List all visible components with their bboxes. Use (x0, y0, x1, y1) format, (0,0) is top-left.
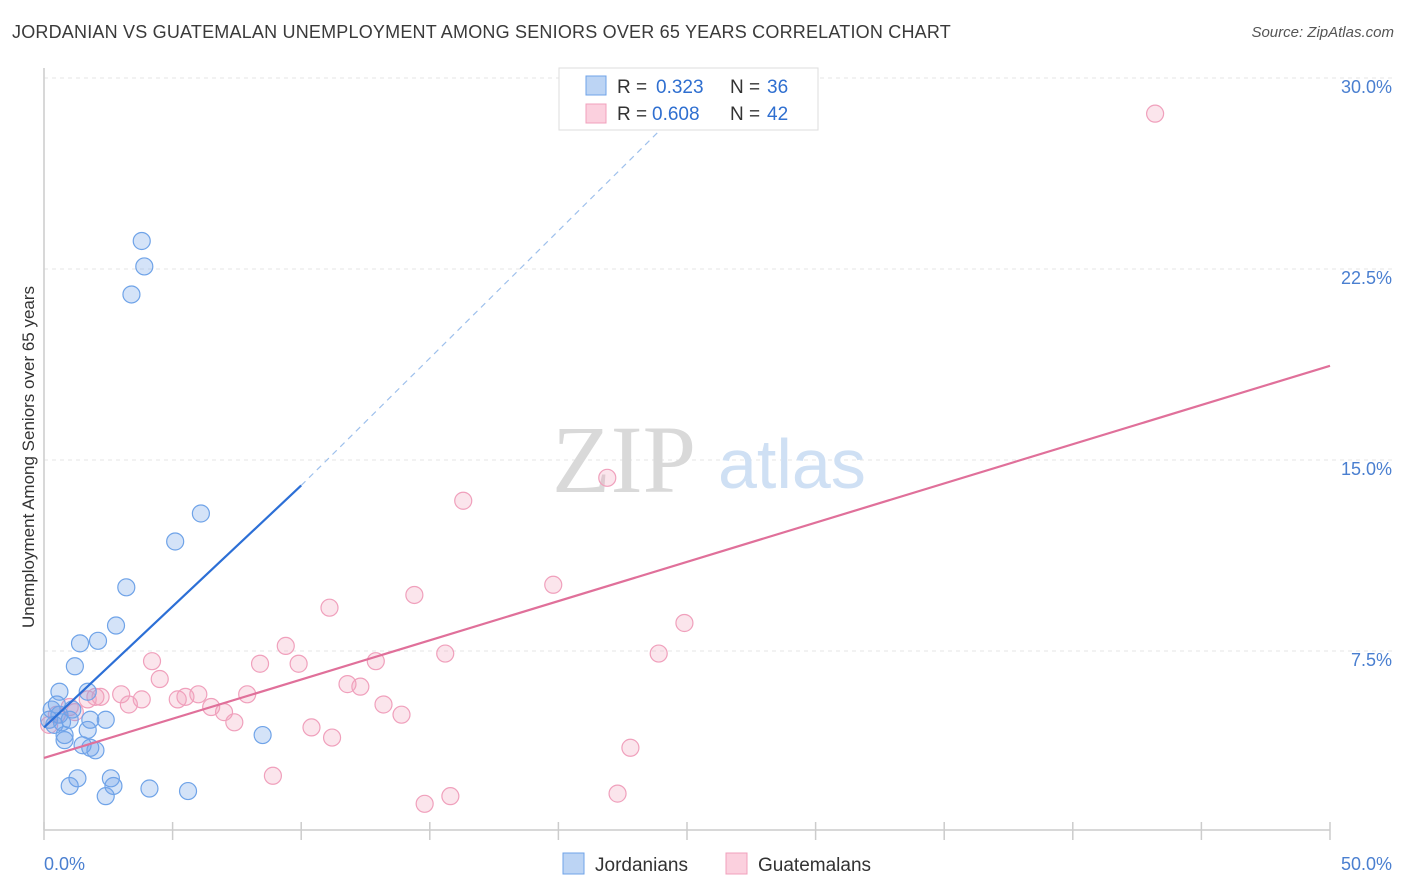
bottom-legend-swatch-jordanians (562, 852, 585, 875)
guatemalan-point (142, 652, 162, 671)
guatemalan-point (598, 468, 617, 487)
legend-r-label-1: R = (617, 77, 647, 98)
legend-n-label-2: N = (730, 104, 760, 125)
jordanians-trend-line (43, 484, 302, 729)
guatemalan-point (132, 690, 151, 709)
jordanian-point (50, 682, 69, 701)
guatemalan-point (544, 575, 563, 594)
jordanian-point (178, 781, 198, 801)
legend-r-label-2: R = (617, 104, 647, 125)
jordanian-point (88, 631, 108, 650)
guatemalan-point (454, 491, 473, 510)
jordanian-point (104, 776, 123, 796)
jordanian-point (60, 776, 79, 796)
jordanian-point (70, 634, 90, 653)
watermark-zip: ZIP (552, 406, 696, 513)
jordanian-point (55, 731, 74, 750)
guatemalan-point (302, 718, 321, 737)
guatemalan-point (320, 598, 339, 617)
y-tick-label: 15.0% (1341, 459, 1392, 479)
y-tick-label: 30.0% (1341, 77, 1392, 97)
x-axis-ticks (43, 822, 1331, 840)
guatemalan-point (441, 787, 460, 806)
y-axis-title: Unemployment Among Seniors over 65 years (19, 286, 38, 628)
source-label: Source: ZipAtlas.com (1251, 24, 1394, 41)
guatemalan-point (649, 644, 668, 663)
jordanian-point (78, 682, 97, 701)
guatemalan-point (392, 705, 411, 724)
jordanians-trend-extension (300, 77, 714, 486)
chart-title: JORDANIAN VS GUATEMALAN UNEMPLOYMENT AMO… (12, 22, 951, 42)
bottom-legend-label-guatemalans: Guatemalans (758, 855, 871, 876)
guatemalan-point (150, 669, 169, 689)
guatemalans-trend-line (43, 364, 1331, 760)
legend-box: R = 0.323 N = 36 R = 0.608 N = 42 (558, 67, 819, 131)
bottom-legend-label-jordanians: Jordanians (595, 855, 688, 876)
jordanian-point (191, 504, 210, 523)
guatemalan-point (675, 613, 694, 633)
guatemalan-point (112, 685, 131, 704)
jordanian-point (96, 787, 115, 806)
watermark-atlas: atlas (718, 425, 866, 503)
guatemalan-point (1146, 104, 1165, 123)
x-tick-label-min: 0.0% (44, 854, 85, 874)
jordanian-point (122, 285, 141, 304)
jordanian-point (253, 725, 272, 745)
guatemalan-point (263, 766, 283, 785)
guatemalan-point (250, 654, 270, 673)
y-tick-label: 7.5% (1351, 650, 1392, 670)
jordanian-point (55, 725, 74, 745)
legend-swatch-guatemalans (585, 103, 607, 124)
guatemalan-point (276, 636, 295, 656)
trend-lines (43, 77, 1331, 760)
legend-n-value-2: 42 (767, 104, 788, 125)
jordanian-point (65, 657, 84, 676)
jordanian-point (166, 532, 185, 551)
jordanian-point (117, 578, 136, 597)
jordanian-point (132, 231, 151, 251)
legend-n-label-1: N = (730, 77, 760, 98)
x-tick-label-max: 50.0% (1341, 854, 1392, 874)
bottom-legend-swatch-guatemalans (725, 852, 748, 875)
series-jordanians (40, 231, 272, 806)
guatemalan-point (374, 695, 393, 714)
legend-swatch-jordanians (585, 75, 607, 96)
jordanian-point (135, 257, 154, 276)
jordanian-point (140, 779, 159, 798)
jordanian-point (106, 616, 126, 635)
legend-n-value-1: 36 (767, 77, 788, 98)
guatemalan-point (415, 794, 434, 813)
jordanian-point (63, 700, 82, 719)
guatemalan-point (621, 738, 640, 757)
guatemalan-point (351, 677, 370, 696)
y-tick-label: 22.5% (1341, 268, 1392, 288)
guatemalan-point (225, 713, 244, 732)
legend-r-value-1: 0.323 (656, 77, 704, 98)
guatemalan-point (189, 685, 208, 704)
guatemalan-point (289, 654, 308, 673)
jordanian-point (68, 769, 87, 788)
guatemalan-point (322, 728, 342, 747)
guatemalan-point (608, 784, 627, 803)
guatemalan-point (436, 644, 455, 663)
bottom-legend: Jordanians Guatemalans (562, 852, 871, 876)
y-tick-labels: 7.5% 15.0% 22.5% 30.0% (1341, 77, 1392, 670)
jordanian-point (96, 710, 115, 729)
legend-r-value-2: 0.608 (652, 104, 700, 125)
guatemalan-point (405, 585, 424, 605)
gridlines (44, 77, 1392, 652)
jordanian-point (81, 710, 100, 729)
